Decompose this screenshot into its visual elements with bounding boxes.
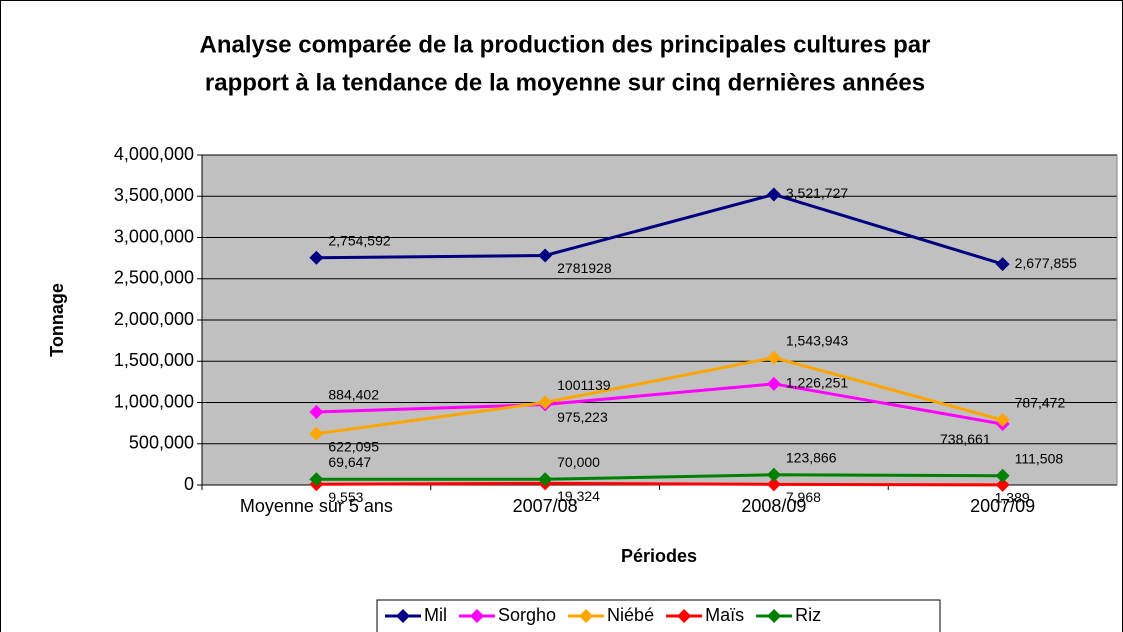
- legend-marker: [396, 609, 410, 623]
- value-label: 2,754,592: [328, 232, 390, 248]
- legend-label: Riz: [795, 605, 821, 625]
- y-tick-label: 3,000,000: [114, 226, 194, 246]
- value-label: 787,472: [1015, 395, 1066, 411]
- value-label: 2,677,855: [1015, 255, 1077, 271]
- line: [316, 382, 1003, 426]
- marker: [766, 477, 781, 492]
- value-label: 1,389: [995, 490, 1030, 506]
- value-label: 69,647: [328, 454, 371, 470]
- marker: [995, 413, 1010, 428]
- line: [316, 192, 1004, 266]
- marker: [766, 467, 781, 482]
- line: [316, 481, 1003, 487]
- value-label: 738,661: [940, 431, 991, 447]
- x-tick-label: 2007/08: [513, 496, 578, 516]
- y-tick-label: 2,500,000: [114, 268, 194, 288]
- value-label: 70,000: [557, 454, 600, 470]
- y-tick-label: 1,000,000: [114, 391, 194, 411]
- legend-label: Maïs: [705, 605, 744, 625]
- value-label: 622,095: [328, 438, 379, 454]
- marker: [766, 187, 781, 202]
- legend-marker: [677, 609, 692, 623]
- marker: [309, 426, 324, 441]
- legend-marker: [579, 609, 594, 623]
- marker: [309, 250, 324, 265]
- legend-marker: [767, 609, 782, 623]
- value-label: 123,866: [786, 449, 837, 465]
- marker: [766, 376, 781, 391]
- marker: [995, 468, 1010, 483]
- value-label: 884,402: [328, 387, 379, 403]
- marker: [309, 405, 324, 420]
- y-tick-label: 4,000,000: [114, 144, 194, 164]
- value-label: 2781928: [557, 260, 612, 276]
- value-label: 1,543,943: [786, 332, 848, 348]
- x-tick-label: Moyenne sur 5 ans: [240, 496, 393, 516]
- line: [316, 473, 1003, 481]
- marker: [538, 472, 553, 487]
- value-label: 1,226,251: [786, 375, 848, 391]
- line: [316, 356, 1004, 436]
- x-tick-label: 2008/09: [741, 496, 806, 516]
- legend: [376, 599, 941, 632]
- y-tick-label: 0: [184, 474, 194, 494]
- x-axis-title: Périodes: [621, 546, 697, 566]
- y-tick-label: 1,500,000: [114, 350, 194, 370]
- legend-label: Niébé: [607, 605, 654, 625]
- value-label: 19,324: [557, 488, 600, 504]
- value-label: 111,508: [1015, 451, 1064, 467]
- marker: [995, 257, 1010, 272]
- y-tick-label: 2,000,000: [114, 309, 194, 329]
- value-label: 1001139: [557, 377, 611, 393]
- legend-marker: [470, 609, 484, 623]
- value-label: 3,521,727: [786, 185, 848, 201]
- y-tick-label: 500,000: [129, 433, 194, 453]
- marker: [995, 477, 1010, 492]
- marker: [309, 472, 324, 487]
- value-label: 9,553: [328, 489, 363, 505]
- marker: [538, 395, 553, 410]
- x-tick-label: 2007/09: [970, 496, 1035, 516]
- y-tick-label: 3,500,000: [114, 185, 194, 205]
- legend-label: Sorgho: [498, 605, 556, 625]
- marker: [766, 350, 781, 365]
- chart-title: rapport à la tendance de la moyenne sur …: [205, 69, 925, 96]
- marker: [538, 248, 553, 263]
- value-label: 975,223: [557, 409, 608, 425]
- y-axis-title: Tonnage: [47, 283, 67, 357]
- chart-title: Analyse comparée de la production des pr…: [200, 31, 931, 58]
- legend-label: Mil: [424, 605, 447, 625]
- value-label: 7,968: [786, 489, 821, 505]
